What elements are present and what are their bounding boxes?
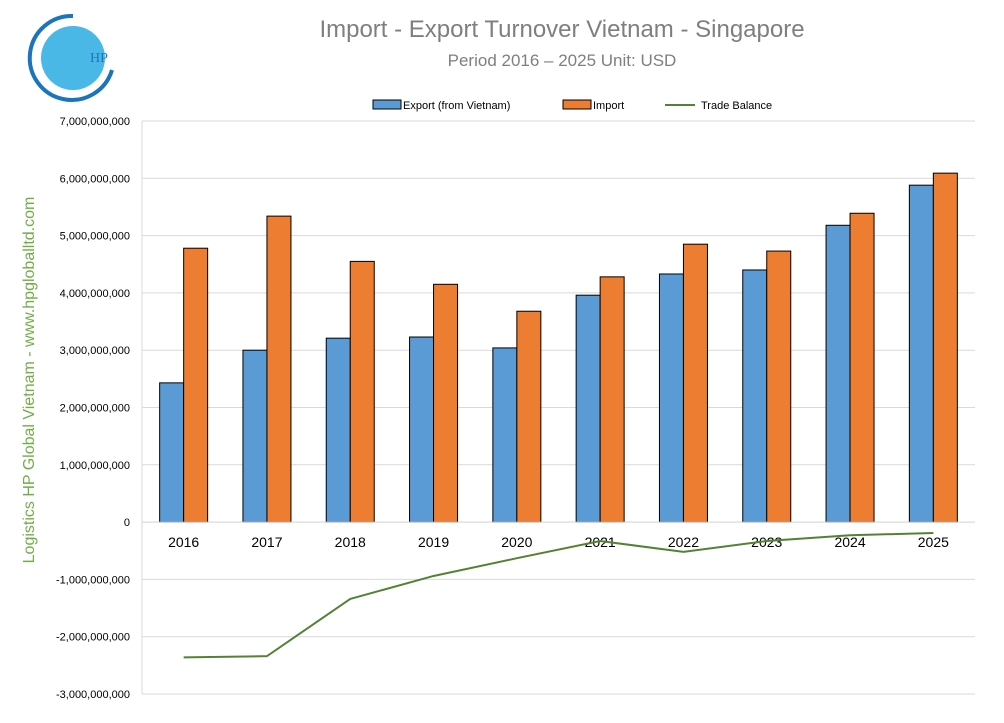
x-tick-label: 2025 xyxy=(918,534,949,550)
chart-subtitle: Period 2016 – 2025 Unit: USD xyxy=(447,51,677,70)
y-tick-label: 3,000,000,000 xyxy=(60,345,130,357)
x-tick-label: 2024 xyxy=(834,534,865,550)
y-tick-label: 5,000,000,000 xyxy=(60,231,130,243)
import-bar xyxy=(766,250,792,523)
legend-swatch xyxy=(562,99,592,110)
export-bar xyxy=(325,337,351,523)
y-tick-label: -2,000,000,000 xyxy=(56,632,130,644)
export-bar xyxy=(742,269,768,523)
y-tick-label: -1,000,000,000 xyxy=(56,574,130,586)
legend-label: Trade Balance xyxy=(701,100,772,112)
y-tick-label: 4,000,000,000 xyxy=(60,288,130,300)
y-tick-label: 1,000,000,000 xyxy=(60,460,130,472)
export-bar xyxy=(575,294,601,523)
chart-title: Import - Export Turnover Vietnam - Singa… xyxy=(319,16,805,43)
export-bar xyxy=(908,184,934,523)
import-bar xyxy=(433,283,459,523)
y-tick-label: -3,000,000,000 xyxy=(56,689,130,701)
legend-label: Export (from Vietnam) xyxy=(403,100,510,112)
export-bar xyxy=(409,336,435,523)
import-bar xyxy=(266,215,292,523)
import-bar xyxy=(849,212,875,523)
y-tick-label: 2,000,000,000 xyxy=(60,403,130,415)
x-tick-label: 2018 xyxy=(335,534,366,550)
import-bar xyxy=(183,247,209,523)
import-bar xyxy=(599,276,625,523)
import-bar xyxy=(932,172,958,523)
y-tick-label: 6,000,000,000 xyxy=(60,173,130,185)
import-bar xyxy=(349,260,375,523)
x-tick-label: 2023 xyxy=(751,534,782,550)
x-tick-label: 2021 xyxy=(585,534,616,550)
x-tick-label: 2017 xyxy=(251,534,282,550)
trade-balance-line xyxy=(183,531,934,659)
svg-text:HP: HP xyxy=(90,51,108,66)
export-bar xyxy=(159,382,185,523)
legend-swatch xyxy=(372,99,402,110)
x-tick-label: 2016 xyxy=(168,534,199,550)
y-tick-label: 7,000,000,000 xyxy=(60,116,130,128)
export-bar xyxy=(242,349,268,523)
export-bar xyxy=(825,224,851,523)
export-bar xyxy=(492,347,518,523)
export-bar xyxy=(658,273,684,523)
x-tick-label: 2020 xyxy=(501,534,532,550)
x-tick-label: 2019 xyxy=(418,534,449,550)
import-bar xyxy=(516,310,542,523)
x-tick-label: 2022 xyxy=(668,534,699,550)
y-tick-label: 0 xyxy=(124,517,130,529)
legend-label: Import xyxy=(593,100,624,112)
import-bar xyxy=(682,243,708,523)
